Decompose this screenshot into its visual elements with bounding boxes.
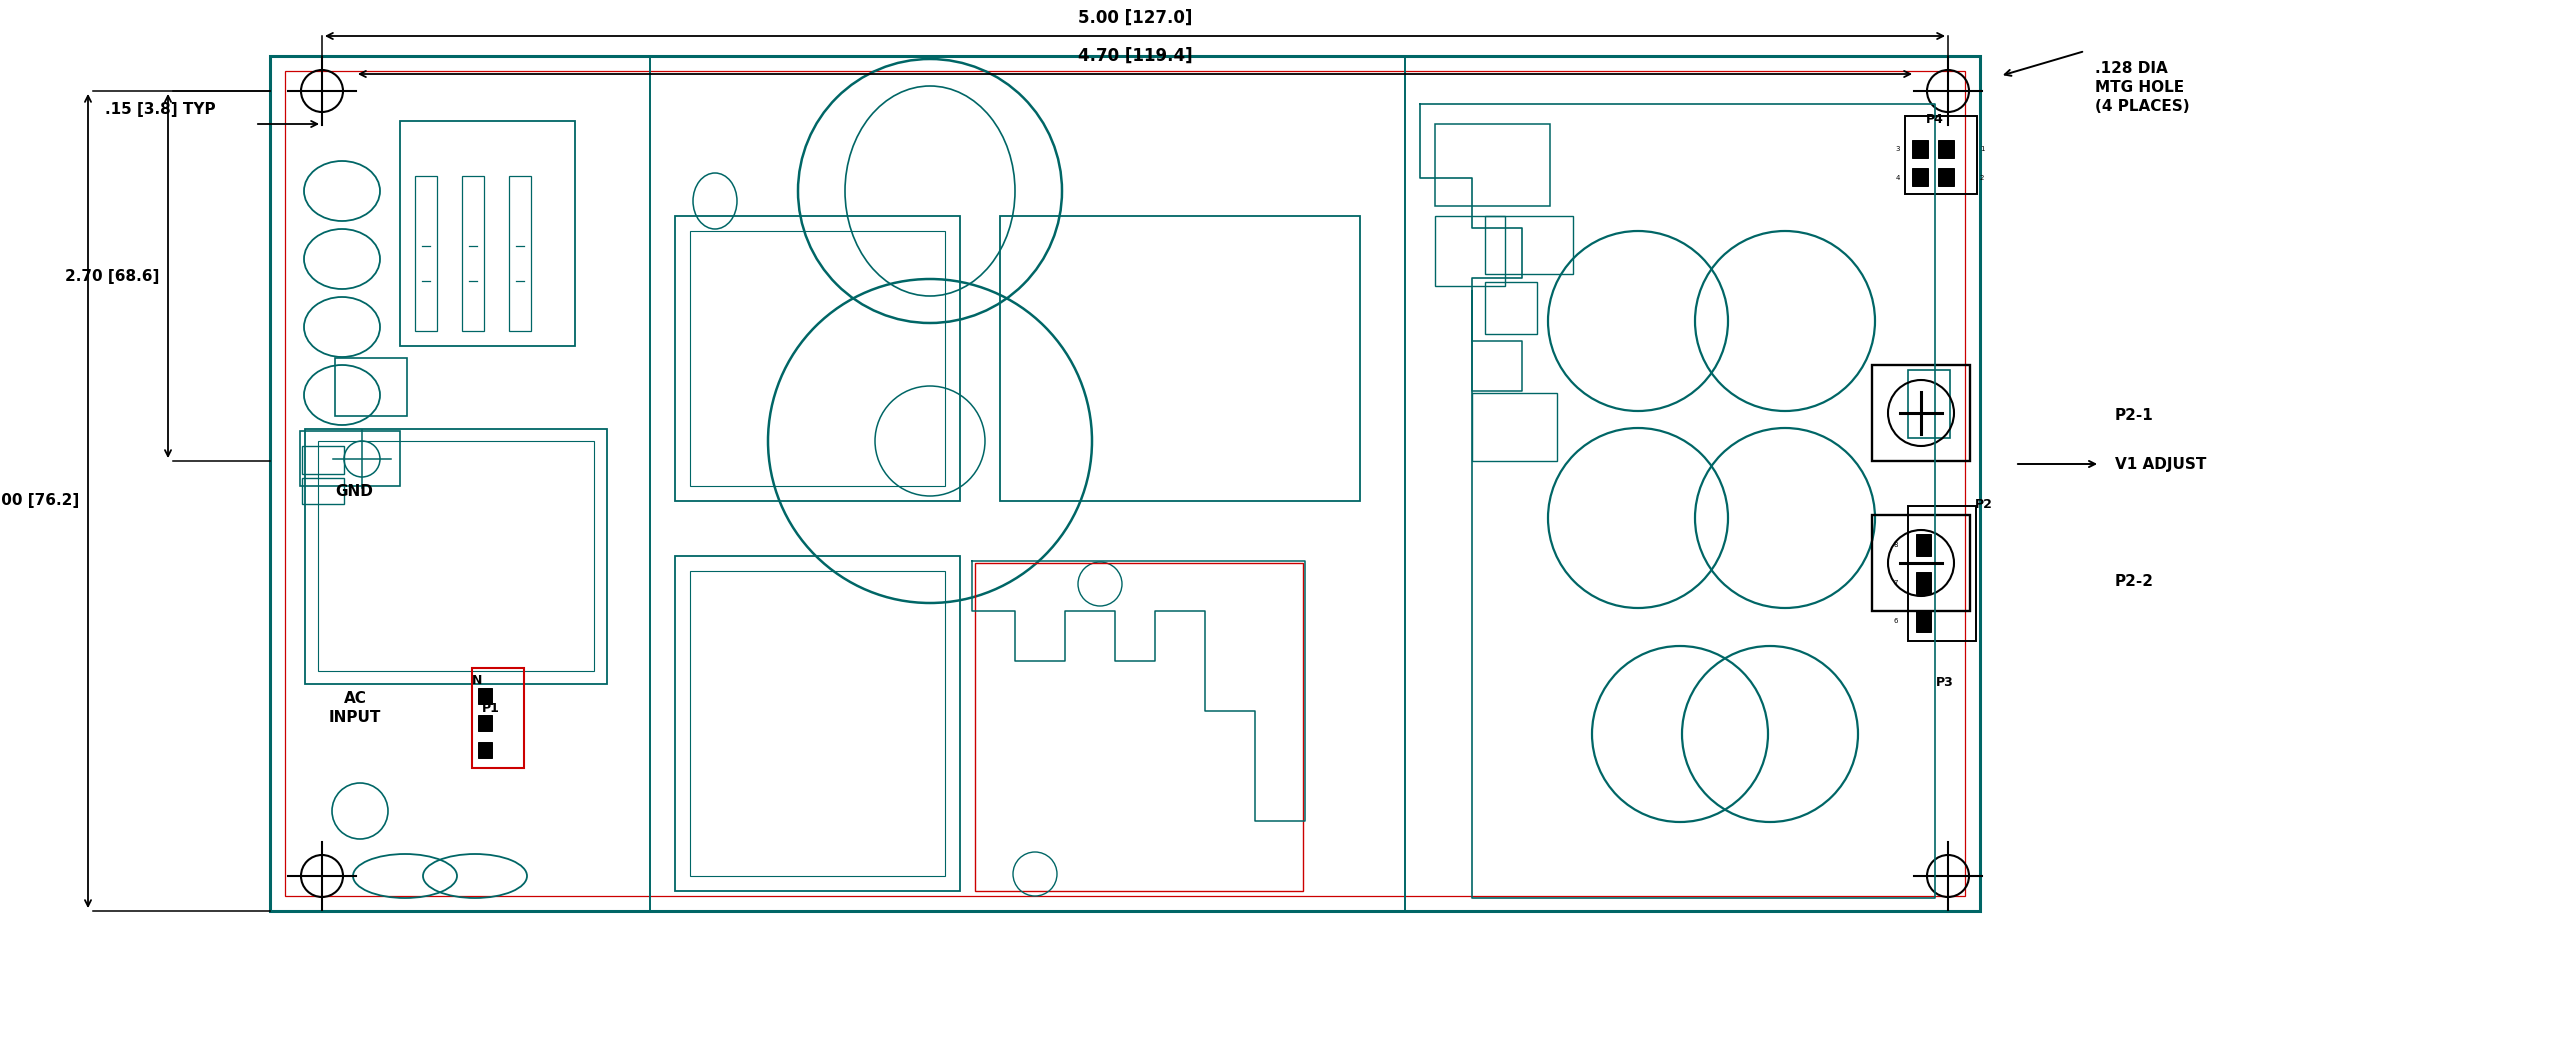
Text: P2: P2 bbox=[1976, 498, 1994, 511]
Bar bbox=[477, 688, 492, 704]
Text: N: N bbox=[472, 675, 482, 687]
Text: 3.00 [76.2]: 3.00 [76.2] bbox=[0, 494, 79, 508]
Bar bbox=[416, 176, 436, 331]
Text: P4: P4 bbox=[1925, 113, 1943, 126]
Bar bbox=[1938, 140, 1953, 158]
Bar bbox=[1484, 282, 1538, 334]
Bar bbox=[301, 478, 344, 504]
Bar bbox=[472, 668, 523, 768]
Text: 2.70 [68.6]: 2.70 [68.6] bbox=[64, 269, 158, 283]
Text: P2-2: P2-2 bbox=[2114, 573, 2155, 589]
Bar bbox=[1907, 370, 1951, 438]
Bar bbox=[1907, 506, 1976, 641]
Bar bbox=[306, 429, 607, 684]
Bar bbox=[477, 715, 492, 731]
Bar bbox=[400, 121, 574, 346]
Bar bbox=[319, 441, 594, 670]
Bar bbox=[1915, 535, 1930, 556]
Bar bbox=[462, 176, 485, 331]
Bar bbox=[676, 217, 959, 501]
Bar bbox=[1938, 168, 1953, 186]
Text: P3: P3 bbox=[1935, 676, 1953, 689]
Bar bbox=[1471, 393, 1558, 461]
Bar bbox=[1912, 168, 1928, 186]
Bar bbox=[301, 431, 400, 486]
Bar bbox=[1915, 572, 1930, 594]
Text: .15 [3.8] TYP: .15 [3.8] TYP bbox=[105, 101, 217, 116]
Text: P1: P1 bbox=[482, 702, 500, 714]
Bar bbox=[301, 446, 344, 474]
Bar bbox=[477, 742, 492, 758]
Text: 7: 7 bbox=[1895, 579, 1897, 586]
Bar bbox=[1436, 217, 1504, 286]
Text: P2-1: P2-1 bbox=[2114, 409, 2155, 424]
Bar bbox=[974, 563, 1303, 891]
Bar bbox=[1000, 217, 1359, 501]
Bar bbox=[286, 71, 1966, 896]
Bar bbox=[691, 231, 946, 486]
Text: 8: 8 bbox=[1895, 542, 1897, 548]
Bar bbox=[1915, 610, 1930, 632]
Text: 5.00 [127.0]: 5.00 [127.0] bbox=[1079, 9, 1193, 27]
Bar bbox=[691, 571, 946, 876]
Bar bbox=[1484, 217, 1573, 274]
Bar bbox=[1872, 365, 1971, 461]
Text: 6: 6 bbox=[1895, 618, 1897, 624]
Bar bbox=[334, 358, 408, 416]
Bar bbox=[1905, 116, 1976, 194]
Bar bbox=[676, 556, 959, 891]
Text: GND: GND bbox=[334, 483, 372, 499]
Bar bbox=[1872, 515, 1971, 611]
Bar bbox=[1436, 124, 1550, 206]
Text: V1 ADJUST: V1 ADJUST bbox=[2114, 456, 2206, 472]
Text: 4: 4 bbox=[1895, 175, 1900, 181]
Text: AC
INPUT: AC INPUT bbox=[329, 691, 380, 725]
Text: 4.70 [119.4]: 4.70 [119.4] bbox=[1079, 47, 1193, 65]
Bar bbox=[270, 56, 1979, 911]
Text: 1: 1 bbox=[1979, 146, 1984, 152]
Bar bbox=[1912, 140, 1928, 158]
Text: 2: 2 bbox=[1979, 175, 1984, 181]
Text: 3: 3 bbox=[1895, 146, 1900, 152]
Bar bbox=[510, 176, 530, 331]
Text: .128 DIA
MTG HOLE
(4 PLACES): .128 DIA MTG HOLE (4 PLACES) bbox=[2096, 61, 2190, 114]
